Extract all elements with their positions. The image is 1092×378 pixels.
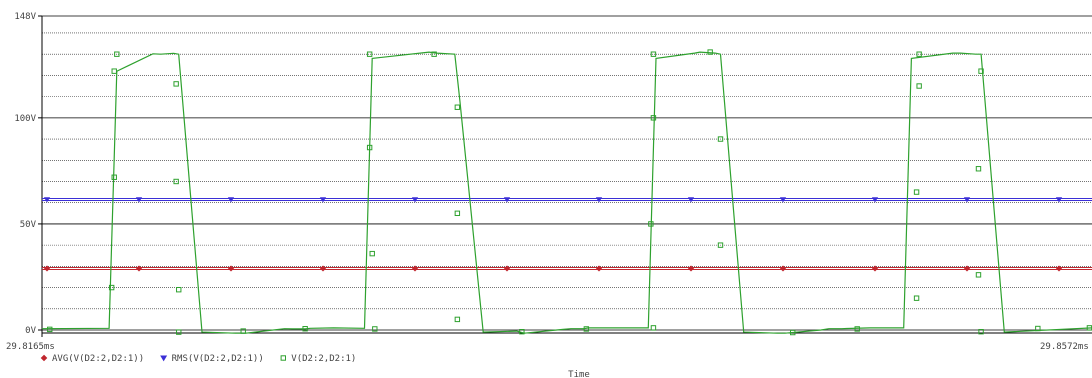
voltage-marker bbox=[240, 328, 246, 334]
voltage-marker bbox=[913, 189, 920, 195]
voltage-marker bbox=[372, 326, 378, 332]
legend-marker-voltage bbox=[280, 355, 287, 361]
label-layer: 0V 50V 100V 148V 29.8165ms 29.8572ms Time bbox=[6, 12, 1089, 378]
voltage-marker bbox=[650, 115, 657, 121]
avg-marker bbox=[227, 265, 235, 272]
rms-marker bbox=[1055, 197, 1063, 203]
avg-marker bbox=[963, 265, 971, 272]
axis-layer bbox=[38, 15, 1092, 337]
voltage-marker bbox=[173, 81, 179, 87]
voltage-waveform bbox=[41, 51, 1092, 334]
voltage-marker bbox=[707, 49, 713, 55]
rms-marker bbox=[595, 197, 603, 203]
avg-marker bbox=[595, 265, 603, 272]
x-axis-title: Time bbox=[568, 370, 590, 378]
series-layer bbox=[41, 51, 1092, 334]
voltage-marker bbox=[916, 83, 922, 89]
voltage-marker bbox=[454, 316, 461, 323]
avg-marker bbox=[503, 265, 511, 272]
avg-marker bbox=[687, 265, 695, 272]
legend: AVG(V(D2:2,D2:1)) RMS(V(D2:2,D2:1)) V(D2:2… bbox=[40, 354, 356, 364]
legend-label-rms: RMS(V(D2:2,D2:1)) bbox=[172, 354, 264, 364]
voltage-marker bbox=[366, 144, 373, 151]
voltage-marker bbox=[366, 51, 373, 57]
rms-marker bbox=[135, 197, 143, 203]
avg-marker bbox=[411, 265, 419, 272]
voltage-marker bbox=[176, 286, 182, 293]
rms-marker bbox=[687, 197, 695, 203]
rms-marker bbox=[319, 197, 327, 203]
voltage-marker bbox=[978, 328, 984, 335]
legend-marker-rms bbox=[160, 355, 168, 362]
voltage-marker bbox=[650, 325, 657, 331]
voltage-marker bbox=[173, 178, 179, 185]
voltage-marker bbox=[454, 210, 461, 217]
voltage-marker bbox=[978, 68, 984, 74]
grid-layer bbox=[42, 15, 1092, 331]
y-tick-label: 148V bbox=[14, 12, 36, 22]
voltage-marker bbox=[176, 329, 182, 335]
legend-label-avg: AVG(V(D2:2,D2:1)) bbox=[52, 354, 144, 364]
rms-marker bbox=[779, 197, 787, 203]
voltage-marker bbox=[790, 329, 796, 336]
rms-marker bbox=[43, 197, 51, 203]
voltage-marker bbox=[583, 326, 590, 332]
rms-marker bbox=[871, 197, 879, 203]
voltage-marker bbox=[717, 136, 724, 142]
voltage-marker bbox=[108, 284, 115, 291]
voltage-marker bbox=[717, 242, 724, 248]
avg-marker bbox=[135, 265, 143, 272]
avg-marker bbox=[1055, 265, 1063, 272]
rms-marker bbox=[411, 197, 419, 203]
y-tick-label: 0V bbox=[25, 326, 36, 336]
voltage-marker bbox=[650, 51, 657, 57]
voltage-marker bbox=[975, 272, 982, 278]
voltage-marker bbox=[47, 326, 53, 333]
avg-marker bbox=[43, 265, 51, 272]
voltage-marker bbox=[916, 51, 922, 57]
voltage-marker bbox=[975, 166, 982, 172]
voltage-marker bbox=[648, 221, 654, 227]
avg-marker bbox=[779, 265, 787, 272]
rms-marker bbox=[963, 197, 971, 203]
y-tick-label: 100V bbox=[14, 114, 36, 124]
voltage-marker bbox=[454, 104, 461, 110]
avg-marker bbox=[871, 265, 879, 272]
rms-marker bbox=[227, 197, 235, 203]
voltage-marker bbox=[369, 250, 375, 257]
voltage-marker bbox=[302, 326, 308, 332]
x-tick-label: 29.8165ms bbox=[6, 342, 55, 352]
legend-label-voltage: V(D2:2,D2:1) bbox=[291, 354, 356, 364]
voltage-marker bbox=[114, 51, 120, 57]
voltage-marker bbox=[1035, 325, 1041, 332]
marker-layer bbox=[43, 49, 1092, 336]
avg-marker bbox=[319, 265, 327, 272]
voltage-marker bbox=[431, 51, 437, 57]
voltage-marker bbox=[854, 326, 860, 332]
voltage-marker bbox=[913, 295, 920, 301]
voltage-marker bbox=[111, 68, 117, 74]
y-tick-label: 50V bbox=[20, 220, 37, 230]
voltage-marker bbox=[519, 328, 525, 335]
voltage-marker bbox=[111, 174, 117, 180]
rms-marker bbox=[503, 197, 511, 203]
legend-marker-avg bbox=[40, 354, 48, 362]
x-tick-label: 29.8572ms bbox=[1040, 342, 1089, 352]
